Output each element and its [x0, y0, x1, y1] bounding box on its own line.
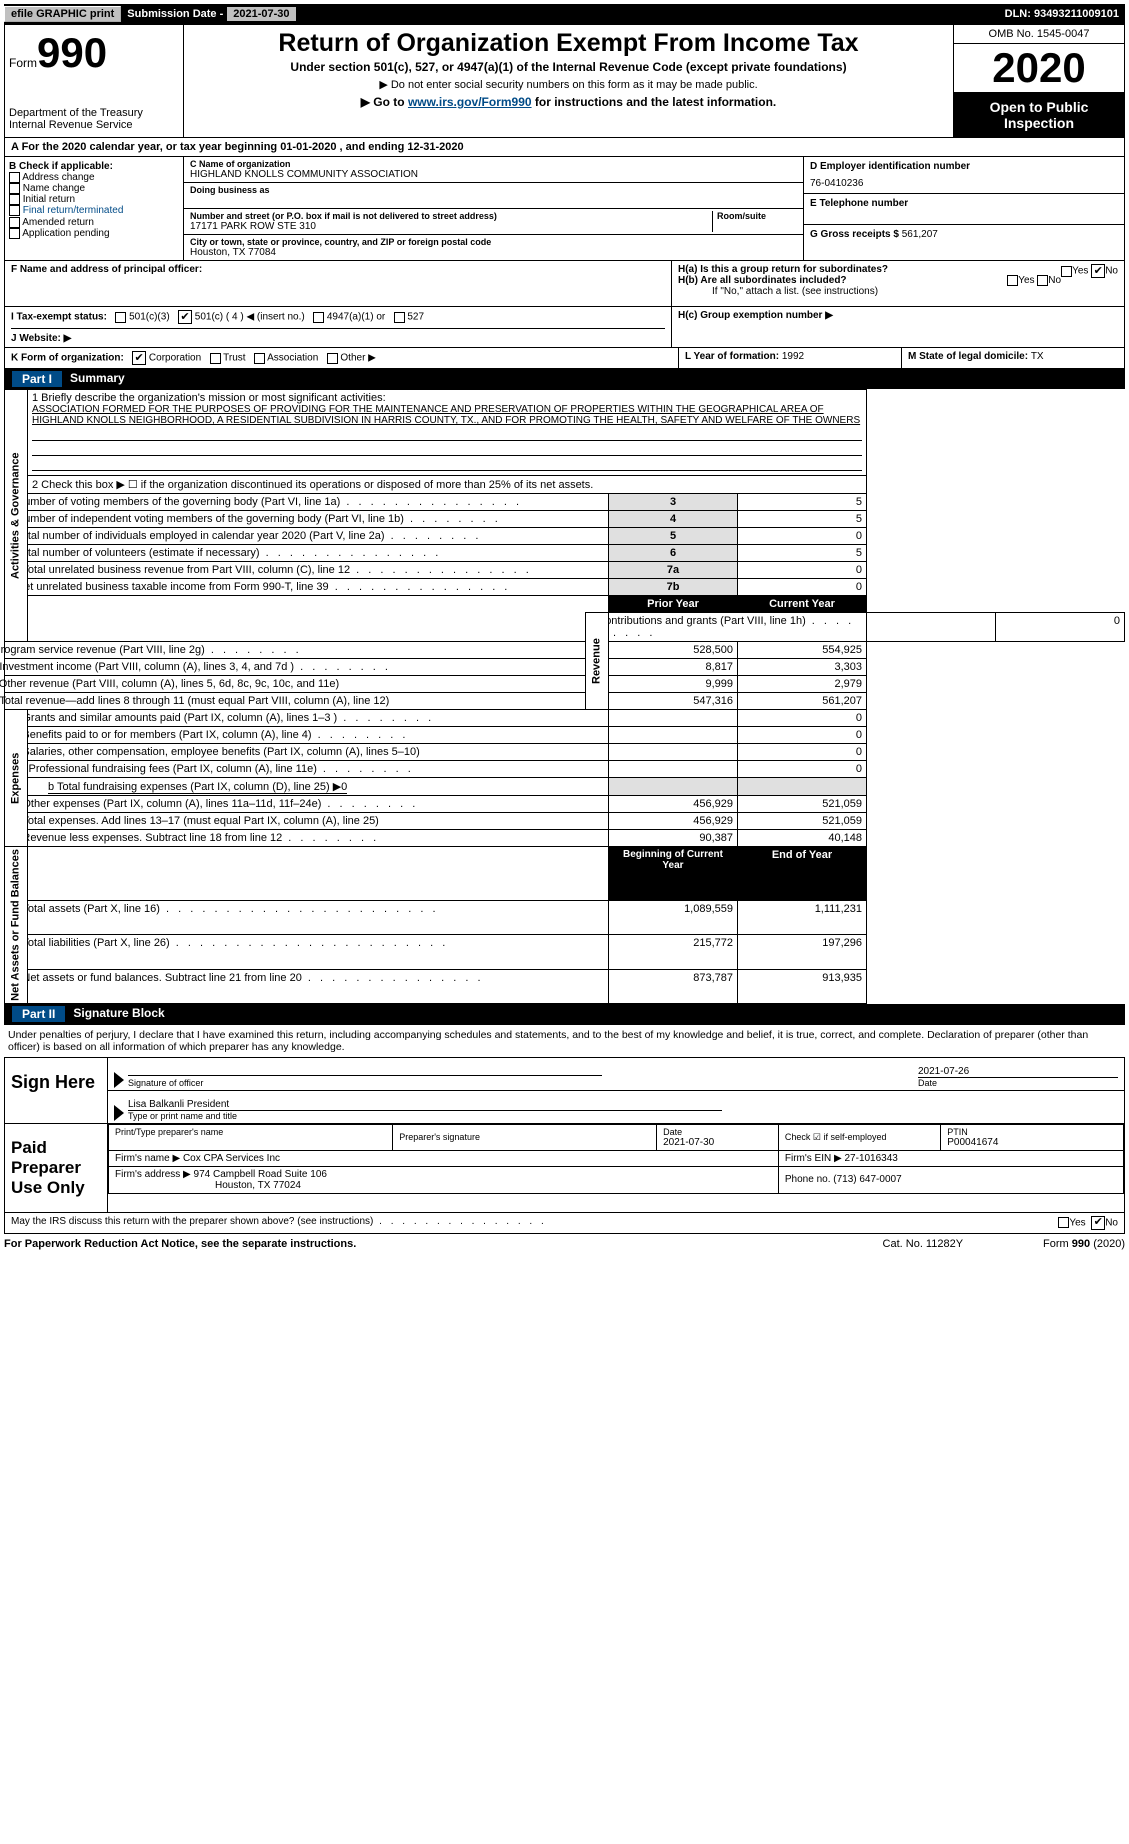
box-fh: F Name and address of principal officer:… [4, 261, 1125, 307]
omb-number: OMB No. 1545-0047 [954, 25, 1124, 44]
box-b: B Check if applicable: Address change Na… [5, 157, 184, 260]
submission-date: 2021-07-30 [227, 7, 295, 21]
info-block: B Check if applicable: Address change Na… [4, 157, 1125, 261]
note-link: ▶ Go to www.irs.gov/Form990 for instruct… [188, 95, 949, 109]
vtab-netassets: Net Assets or Fund Balances [5, 847, 28, 1004]
vtab-activities: Activities & Governance [5, 390, 28, 642]
form-subtitle: Under section 501(c), 527, or 4947(a)(1)… [188, 60, 949, 74]
may-irs-row: May the IRS discuss this return with the… [4, 1213, 1125, 1234]
submission-date-label: Submission Date - [123, 8, 227, 20]
part2-header: Part IISignature Block [4, 1004, 1125, 1024]
triangle-icon [114, 1072, 124, 1088]
form-word: Form [9, 56, 37, 70]
department: Department of the Treasury Internal Reve… [9, 107, 179, 131]
page-footer: For Paperwork Reduction Act Notice, see … [4, 1234, 1125, 1254]
form-number: 990 [37, 29, 107, 76]
sign-here-block: Sign Here Signature of officer 2021-07-2… [4, 1057, 1125, 1124]
open-to-public: Open to Public Inspection [954, 93, 1124, 137]
tax-year: 2020 [954, 44, 1124, 93]
form-header: Form990 Department of the Treasury Inter… [4, 24, 1125, 138]
line-a: A For the 2020 calendar year, or tax yea… [4, 138, 1125, 157]
vtab-revenue: Revenue [586, 613, 609, 710]
box-klm: K Form of organization: ✔ Corporation Tr… [4, 348, 1125, 369]
penalty-statement: Under penalties of perjury, I declare th… [4, 1024, 1125, 1057]
triangle-icon [114, 1105, 124, 1121]
top-bar: efile GRAPHIC print Submission Date - 20… [4, 4, 1125, 24]
irs-link[interactable]: www.irs.gov/Form990 [408, 95, 532, 109]
box-deg: D Employer identification number 76-0410… [803, 157, 1124, 260]
efile-button[interactable]: efile GRAPHIC print [4, 6, 121, 22]
vtab-expenses: Expenses [5, 710, 28, 847]
note-ssn: ▶ Do not enter social security numbers o… [188, 78, 949, 91]
mission-text: ASSOCIATION FORMED FOR THE PURPOSES OF P… [32, 404, 862, 426]
part1-header: Part ISummary [4, 369, 1125, 389]
box-c: C Name of organization HIGHLAND KNOLLS C… [184, 157, 803, 260]
summary-table: Activities & Governance 1 Briefly descri… [4, 389, 1125, 1004]
box-ij: I Tax-exempt status: 501(c)(3) ✔ 501(c) … [4, 307, 1125, 348]
form-title: Return of Organization Exempt From Incom… [188, 29, 949, 58]
dln: DLN: 93493211009101 [999, 8, 1125, 20]
paid-preparer-block: Paid Preparer Use Only Print/Type prepar… [4, 1124, 1125, 1213]
